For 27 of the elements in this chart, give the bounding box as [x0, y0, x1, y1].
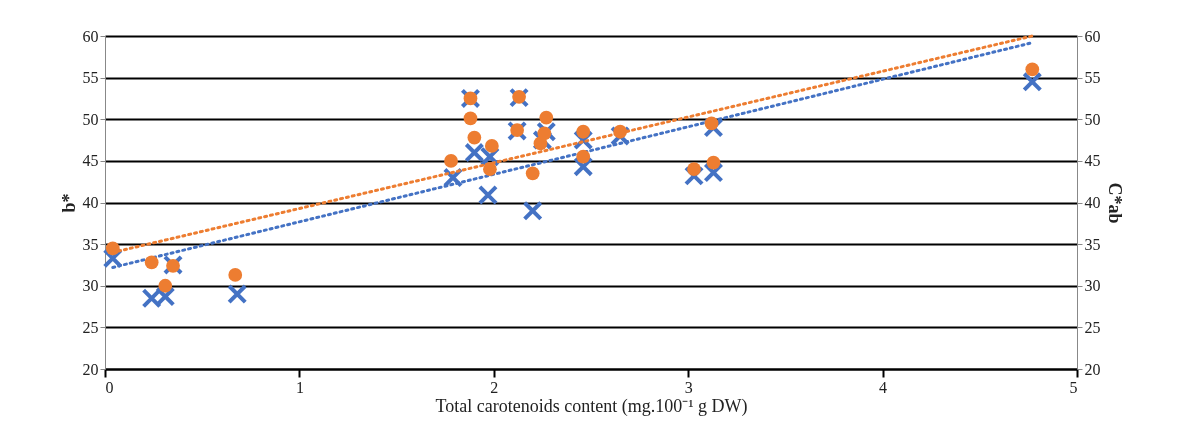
y-tick-label: 35: [82, 235, 99, 253]
y2-tick-label: 30: [1084, 277, 1101, 295]
y-tick-label: 20: [82, 360, 99, 378]
y-tick-label: 50: [82, 110, 99, 128]
y2-axis-title: C*ab: [1104, 182, 1125, 224]
x-tick-label: 4: [879, 378, 888, 396]
x-tick-label: 3: [684, 378, 693, 396]
x-tick-label: 5: [1069, 378, 1078, 396]
y2-tick-label: 55: [1084, 69, 1101, 87]
y-tick-label: 55: [82, 69, 99, 87]
x-axis-title: Total carotenoids content (mg.100⁻¹ g DW): [435, 395, 748, 417]
y2-tick-label: 40: [1084, 194, 1101, 211]
y2-tick-label: 50: [1084, 110, 1101, 128]
y2-tick-label: 35: [1084, 235, 1101, 253]
y2-tick-label: 25: [1084, 318, 1101, 336]
y-tick-label: 25: [82, 318, 99, 336]
y-tick-label: 30: [82, 277, 99, 295]
y2-tick-label: 60: [1084, 27, 1101, 45]
y-tick-label: 45: [82, 152, 99, 170]
y-tick-label: 60: [82, 27, 99, 45]
y2-tick-label: 20: [1084, 360, 1101, 378]
y-tick-label: 40: [82, 194, 99, 211]
y-axis-title: b*: [58, 193, 79, 213]
x-tick-label: 2: [490, 378, 499, 396]
x-tick-label: 0: [105, 378, 114, 396]
x-tick-label: 1: [295, 378, 304, 396]
y2-tick-label: 45: [1084, 152, 1101, 170]
